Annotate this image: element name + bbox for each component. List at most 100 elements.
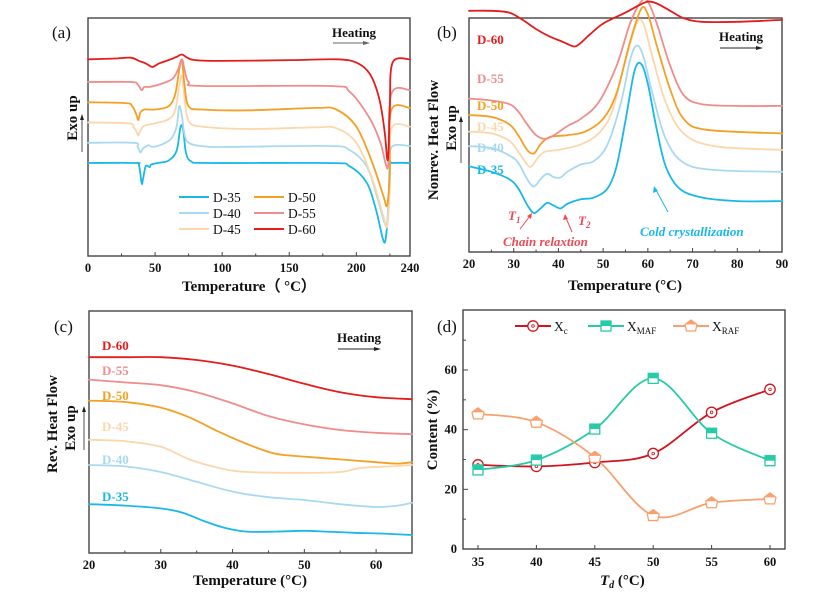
panel-b-label: (b) bbox=[437, 23, 457, 42]
marker-xraf-half bbox=[647, 509, 660, 515]
panel-a-y-axis-label: Exo up bbox=[65, 95, 81, 140]
panel-d-x-axis-label-main: T bbox=[600, 573, 610, 589]
marker-xc bbox=[705, 406, 718, 419]
marker-xc-center bbox=[709, 410, 714, 415]
legend-label-xraf: XRAF bbox=[712, 319, 739, 336]
panel-a-x-axis-label: Temperature（ °C） bbox=[182, 277, 316, 295]
annotation-cold-crystallization: Cold crystallization bbox=[640, 224, 744, 239]
legend-marker-xc-center bbox=[531, 324, 535, 328]
panel-a-x-ticks: 0 50 100 150 200 240 bbox=[85, 252, 420, 275]
legend-label-d-45: D-45 bbox=[213, 222, 241, 237]
x-tick-label: 100 bbox=[213, 261, 232, 275]
x-tick-label: 45 bbox=[589, 555, 602, 569]
panel-a-frame bbox=[87, 17, 411, 257]
panel-d-label: (d) bbox=[437, 317, 457, 336]
x-tick-label: 60 bbox=[764, 555, 777, 569]
panel-d-x-axis-label-unit: (°C) bbox=[614, 573, 645, 589]
marker-xraf-half bbox=[530, 416, 543, 421]
curve-d-50 bbox=[88, 399, 413, 465]
series-label-d-55: D-55 bbox=[102, 363, 129, 378]
x-tick-label: 50 bbox=[597, 257, 610, 271]
x-tick-label: 200 bbox=[347, 261, 366, 275]
panel-c-series-labels: D-60 D-55 D-50 D-45 D-40 D-35 bbox=[102, 338, 129, 504]
x-tick-label: 150 bbox=[280, 261, 299, 275]
series-label-d-35: D-35 bbox=[102, 489, 129, 504]
legend-label-sub: c bbox=[564, 326, 568, 336]
legend-label-xc: Xc bbox=[554, 319, 568, 336]
x-tick-label: 40 bbox=[552, 257, 565, 271]
panel-d-ticks: 35 40 45 50 55 60 0 20 40 60 bbox=[445, 339, 777, 569]
panel-a-heating-arrowhead bbox=[363, 41, 370, 45]
series-label-d-55: D-55 bbox=[477, 71, 504, 86]
panel-b-y-axis-label-exo: Exo up bbox=[444, 105, 460, 150]
panel-b-exo-arrowhead bbox=[459, 116, 463, 122]
legend-label-sub: MAF bbox=[637, 326, 657, 336]
curve-d-45 bbox=[468, 18, 783, 168]
marker-xraf-half bbox=[472, 407, 484, 413]
panel-d-x-axis-label: Td (°C) bbox=[600, 573, 645, 591]
annotation-t2-arrowhead bbox=[563, 214, 568, 220]
panel-d-legend: Xc XMAF XRAF bbox=[515, 319, 739, 336]
panel-a-legend: D-35 D-50 D-40 D-55 D-45 D-60 bbox=[179, 190, 316, 237]
panel-b-heating-label: Heating bbox=[719, 29, 764, 44]
series-label-d-60: D-60 bbox=[102, 338, 129, 353]
panel-c: (c) 20 30 40 50 60 D-60D-55D-50D-45D-40D-35 … bbox=[45, 310, 413, 589]
annotation-t1-arrowhead bbox=[527, 213, 532, 219]
annotation-t1-arrow bbox=[519, 215, 531, 230]
annotation-t2-arrow bbox=[565, 217, 573, 233]
panel-a-label: (a) bbox=[52, 23, 71, 42]
annotation-t1-sub: 1 bbox=[516, 215, 521, 225]
marker-xmaf-half bbox=[473, 464, 483, 470]
marker-xc bbox=[764, 383, 776, 396]
legend-label-d-50: D-50 bbox=[288, 190, 316, 205]
x-tick-label: 40 bbox=[530, 555, 543, 569]
panel-d: (d) 35 40 45 50 55 60 0 20 40 60 Content (%) Td (… bbox=[425, 309, 786, 591]
legend-label-d-40: D-40 bbox=[213, 206, 241, 221]
panel-d-curves bbox=[477, 377, 771, 519]
panel-b-heating-arrowhead bbox=[756, 46, 763, 50]
curve-d-35 bbox=[88, 503, 413, 536]
x-tick-label: 40 bbox=[226, 558, 239, 572]
x-tick-label: 60 bbox=[642, 257, 655, 271]
annotation-cold-arrow bbox=[655, 189, 669, 213]
panel-d-frame bbox=[462, 309, 786, 550]
x-tick-label: 50 bbox=[149, 261, 162, 275]
panel-c-y-axis-label: Rev. Heat Flow bbox=[45, 375, 61, 473]
legend-marker-xraf-half bbox=[685, 320, 697, 325]
x-tick-label: 80 bbox=[731, 257, 744, 271]
curve-d-40 bbox=[468, 44, 783, 188]
panel-d-x-axis-label-sub: d bbox=[609, 580, 615, 591]
x-tick-label: 55 bbox=[705, 555, 718, 569]
series-label-d-35: D-35 bbox=[477, 162, 504, 177]
legend-label-sub: RAF bbox=[722, 326, 740, 336]
series-label-d-50: D-50 bbox=[477, 98, 504, 113]
panel-a-curves bbox=[87, 53, 411, 244]
y-tick-label: 40 bbox=[445, 423, 458, 437]
marker-xraf-half bbox=[764, 492, 776, 498]
marker-xmaf-half bbox=[648, 373, 659, 379]
panel-b-y-axis-label: Nonrev. Heat Flow bbox=[426, 80, 442, 200]
x-tick-label: 240 bbox=[401, 261, 420, 275]
curve-d-40 bbox=[88, 464, 413, 508]
curve-d-45 bbox=[88, 438, 413, 474]
series-label-d-45: D-45 bbox=[102, 419, 129, 434]
x-tick-label: 0 bbox=[85, 261, 91, 275]
panel-a-exo-arrowhead bbox=[80, 114, 84, 120]
panel-b-curves bbox=[468, 0, 783, 214]
x-tick-label: 60 bbox=[370, 558, 383, 572]
panel-c-curves bbox=[88, 356, 413, 536]
x-tick-label: 70 bbox=[686, 257, 699, 271]
curve-d-55 bbox=[468, 0, 783, 140]
y-tick-label: 60 bbox=[445, 363, 458, 377]
panel-b-x-axis-label: Temperature (°C) bbox=[568, 278, 682, 294]
x-tick-label: 90 bbox=[776, 257, 789, 271]
curve-d-60 bbox=[468, 0, 783, 48]
marker-xmaf-half bbox=[531, 455, 542, 461]
y-tick-label: 20 bbox=[445, 482, 458, 496]
curve-d-60 bbox=[88, 356, 413, 401]
legend-label-d-35: D-35 bbox=[213, 190, 241, 205]
panel-c-frame bbox=[88, 310, 413, 554]
curve-d-60 bbox=[87, 53, 411, 162]
series-label-d-40: D-40 bbox=[477, 140, 504, 155]
